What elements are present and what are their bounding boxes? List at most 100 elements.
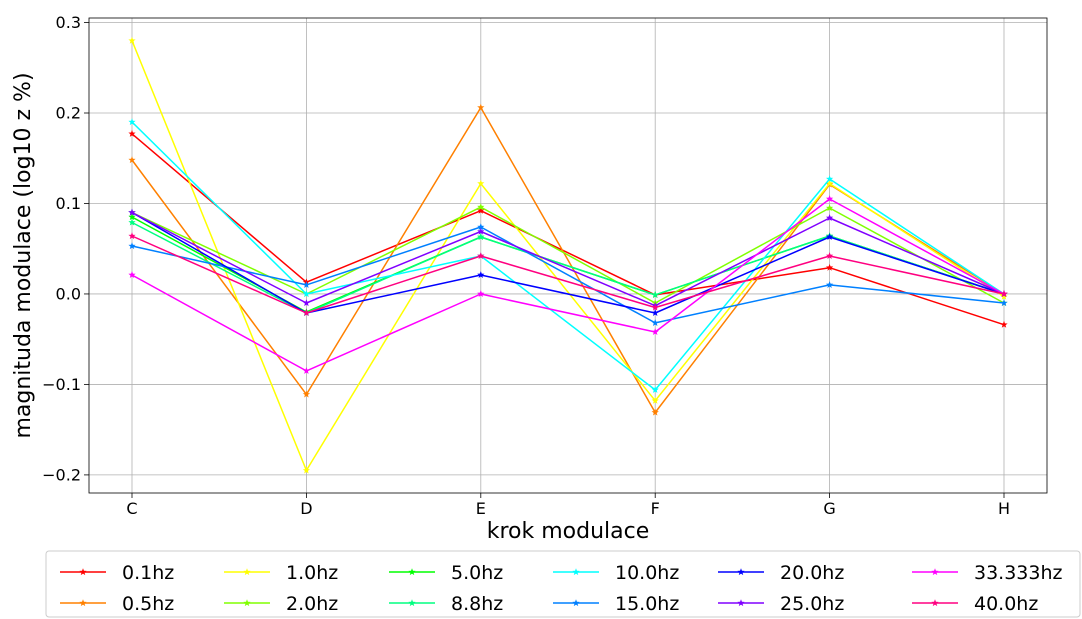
legend-swatch-marker (243, 599, 251, 607)
data-point-marker (825, 281, 834, 288)
data-point-marker (651, 291, 659, 298)
data-point-marker (477, 252, 485, 260)
legend-item-2.0hz: 2.0hz (224, 593, 338, 615)
x-tick-label: C (126, 499, 137, 518)
series-line (131, 198, 1005, 372)
data-point-marker (651, 309, 659, 317)
legend-label: 2.0hz (286, 593, 338, 615)
legend: 0.1hz 0.5hz 1.0hz 2.0hz 5.0hz 8.8hz 10.0hz 15.0… (45, 550, 1081, 618)
axis-ticks: C D E F G H −0.2 −0.1 0.0 0.1 0.2 0.3 (42, 13, 1010, 518)
data-point-marker (128, 218, 136, 226)
data-point-marker (128, 271, 136, 279)
data-point-marker (302, 281, 311, 288)
series-0.1hz (128, 130, 1008, 328)
y-tick-label: 0.2 (56, 104, 81, 123)
plot-frame (88, 17, 1048, 494)
data-point-marker (651, 328, 659, 336)
data-point-marker (302, 367, 311, 374)
data-point-marker (302, 299, 311, 307)
x-tick-label: D (300, 499, 312, 518)
data-point-marker (128, 213, 136, 221)
legend-label: 20.0hz (780, 562, 844, 584)
data-point-marker (1000, 320, 1008, 328)
data-point-marker (1000, 290, 1008, 298)
legend-swatch-marker (931, 568, 939, 576)
y-tick-label: −0.2 (42, 465, 81, 484)
series-line (131, 211, 1005, 307)
data-point-marker (825, 179, 834, 187)
data-point-marker (477, 271, 485, 279)
data-point-marker (477, 227, 485, 235)
legend-frame (45, 550, 1081, 618)
legend-item-15.0hz: 15.0hz (553, 593, 679, 615)
legend-label: 40.0hz (974, 593, 1038, 615)
series-line (131, 106, 1005, 414)
y-tick-label: 0.3 (56, 13, 81, 32)
x-tick-label: F (651, 499, 660, 518)
data-point-marker (477, 179, 485, 187)
series-lines (128, 36, 1008, 474)
data-point-marker (477, 203, 485, 211)
data-point-marker (128, 130, 136, 137)
y-tick-label: −0.1 (42, 375, 81, 394)
data-point-marker (825, 263, 834, 271)
legend-label: 5.0hz (451, 562, 503, 584)
legend-swatch-marker (408, 599, 416, 607)
legend-swatch-marker (79, 568, 87, 576)
legend-swatch-marker (79, 599, 87, 607)
legend-swatch-marker (572, 568, 580, 576)
legend-item-8.8hz: 8.8hz (389, 593, 503, 615)
data-point-marker (302, 290, 311, 298)
series-line (131, 121, 1005, 391)
x-axis-label: krok modulace (487, 519, 650, 544)
data-point-marker (128, 232, 136, 240)
y-tick-label: 0.1 (56, 194, 81, 213)
legend-item-20.0hz: 20.0hz (718, 562, 844, 584)
legend-swatch-marker (931, 599, 939, 607)
legend-swatch-marker (243, 568, 251, 576)
legend-label: 15.0hz (615, 593, 679, 615)
data-point-marker (477, 233, 485, 241)
data-point-marker (651, 396, 659, 404)
data-point-marker (651, 319, 659, 326)
legend-label: 0.5hz (122, 593, 174, 615)
data-point-marker (825, 233, 834, 241)
series-33.333hz (128, 195, 1008, 374)
data-point-marker (128, 156, 136, 164)
data-point-marker (477, 103, 485, 111)
legend-swatch-marker (572, 599, 580, 607)
series-0.5hz (128, 103, 1008, 416)
legend-label: 0.1hz (122, 562, 174, 584)
legend-item-40.0hz: 40.0hz (912, 593, 1038, 615)
data-point-marker (825, 214, 834, 222)
legend-item-5.0hz: 5.0hz (389, 562, 503, 584)
series-15.0hz (128, 223, 1008, 326)
legend-label: 10.0hz (615, 562, 679, 584)
data-point-marker (128, 118, 136, 126)
data-point-marker (128, 208, 136, 216)
data-point-marker (302, 466, 311, 474)
legend-label: 25.0hz (780, 593, 844, 615)
series-line (131, 221, 1005, 314)
x-tick-label: H (998, 499, 1010, 518)
x-tick-label: E (476, 499, 486, 518)
series-40.0hz (128, 232, 1008, 317)
data-point-marker (651, 386, 659, 393)
legend-swatch-marker (408, 568, 416, 576)
data-point-marker (302, 309, 311, 317)
y-tick-label: 0.0 (56, 284, 81, 303)
series-line (131, 226, 1005, 324)
series-line (131, 235, 1005, 314)
series-1.0hz (128, 36, 1008, 474)
data-point-marker (1000, 292, 1008, 300)
legend-item-25.0hz: 25.0hz (718, 593, 844, 615)
series-2.0hz (128, 203, 1008, 307)
data-point-marker (825, 195, 834, 203)
legend-item-0.1hz: 0.1hz (60, 562, 174, 584)
data-point-marker (651, 408, 659, 416)
data-point-marker (477, 290, 485, 298)
legend-item-33.333hz: 33.333hz (912, 562, 1063, 584)
data-point-marker (651, 303, 659, 311)
data-point-marker (128, 36, 136, 44)
